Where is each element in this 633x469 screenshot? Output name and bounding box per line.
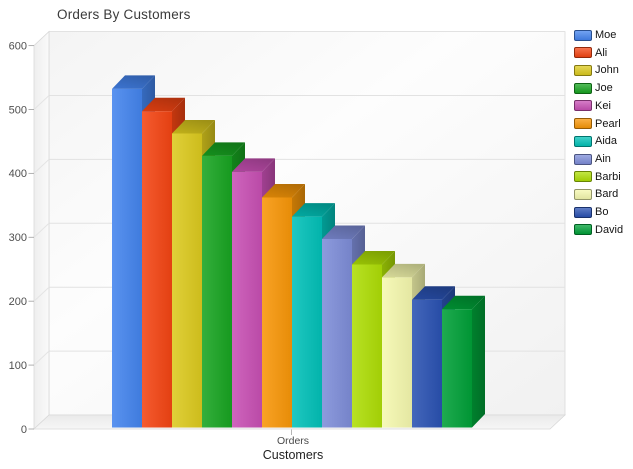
bar-top-face xyxy=(322,225,365,239)
legend-label: Ali xyxy=(595,46,608,59)
y-tick-label: 200 xyxy=(9,296,27,308)
legend-swatch xyxy=(574,224,592,236)
legend-item-pearl[interactable]: Pearl xyxy=(574,118,621,130)
bar-front-face xyxy=(382,277,412,428)
bar-top-face xyxy=(232,158,275,172)
legend-label: Barbi xyxy=(595,170,621,183)
legend-item-aida[interactable]: Aida xyxy=(574,135,617,147)
bar-top-face xyxy=(442,295,485,310)
bar-top-face xyxy=(382,263,425,278)
y-tick-label: 400 xyxy=(9,168,27,180)
legend-swatch xyxy=(574,206,592,218)
legend-swatch xyxy=(574,82,592,94)
legend-item-moe[interactable]: Moe xyxy=(574,29,616,41)
legend-label: Kei xyxy=(595,99,611,112)
bar-david[interactable] xyxy=(442,295,485,428)
legend-label: Moe xyxy=(595,29,617,41)
bar-front-face xyxy=(352,264,382,428)
legend-item-bo[interactable]: Bo xyxy=(574,206,608,218)
bar-front-face xyxy=(142,111,172,428)
legend-swatch xyxy=(574,29,592,41)
legend: Moe Ali John Joe Kei Pearl Aida Ain Barbi Bard Bo D… xyxy=(574,29,633,249)
y-tick-wall-mark xyxy=(33,286,50,302)
legend-label: David xyxy=(595,223,624,236)
chart-title: Orders By Customers xyxy=(57,7,191,22)
x-axis-title: Customers xyxy=(262,448,324,462)
legend-item-joe[interactable]: Joe xyxy=(574,82,613,94)
legend-item-ali[interactable]: Ali xyxy=(574,47,607,59)
bar-front-face xyxy=(112,88,142,428)
legend-swatch xyxy=(574,171,592,183)
bar-top-face xyxy=(412,286,455,300)
y-tick-label: 300 xyxy=(9,232,27,244)
y-tick-label: 0 xyxy=(21,424,27,436)
bar-front-face xyxy=(292,216,322,428)
legend-swatch xyxy=(574,118,592,130)
bar-front-face xyxy=(232,171,262,428)
bar-top-face xyxy=(262,183,305,198)
legend-swatch xyxy=(574,100,592,112)
legend-item-john[interactable]: John xyxy=(574,64,619,76)
legend-swatch xyxy=(574,153,592,165)
bar-top-face xyxy=(112,75,155,89)
legend-label: Ain xyxy=(595,153,611,166)
legend-label: Joe xyxy=(595,82,613,95)
y-tick-label: 100 xyxy=(9,360,27,372)
y-tick-label: 500 xyxy=(9,104,27,116)
bar-front-face xyxy=(202,155,232,428)
y-tick-label: 600 xyxy=(9,40,27,52)
legend-swatch xyxy=(574,47,592,59)
legend-swatch xyxy=(574,188,592,200)
legend-item-bard[interactable]: Bard xyxy=(574,188,618,200)
bar-top-face xyxy=(292,203,335,217)
legend-label: Bo xyxy=(595,206,609,219)
legend-label: Aida xyxy=(595,135,618,148)
bar-top-face xyxy=(142,97,185,112)
bar-front-face xyxy=(322,238,352,428)
legend-label: Pearl xyxy=(595,117,621,130)
bar-top-face xyxy=(352,251,395,265)
bar-front-face xyxy=(442,309,472,428)
legend-item-kei[interactable]: Kei xyxy=(574,100,611,112)
bar-top-face xyxy=(202,142,245,156)
legend-item-barbi[interactable]: Barbi xyxy=(574,171,621,183)
bar-side-face xyxy=(472,295,485,428)
legend-swatch xyxy=(574,135,592,147)
y-tick-wall-mark xyxy=(33,222,50,238)
legend-label: John xyxy=(595,64,619,77)
x-category-label: Orders xyxy=(276,435,310,447)
bar-front-face xyxy=(172,133,202,428)
y-tick-wall-mark xyxy=(33,350,50,366)
bar-front-face xyxy=(262,197,292,428)
legend-label: Bard xyxy=(595,188,619,201)
legend-swatch xyxy=(574,64,592,76)
legend-item-david[interactable]: David xyxy=(574,224,623,236)
bar-top-face xyxy=(172,120,215,134)
bar-front-face xyxy=(412,299,442,428)
y-tick-wall-mark xyxy=(33,95,50,110)
y-tick-wall-mark xyxy=(33,159,50,174)
legend-item-ain[interactable]: Ain xyxy=(574,153,611,165)
y-axis: 0 100 200 300 400 500 600 xyxy=(9,40,34,436)
